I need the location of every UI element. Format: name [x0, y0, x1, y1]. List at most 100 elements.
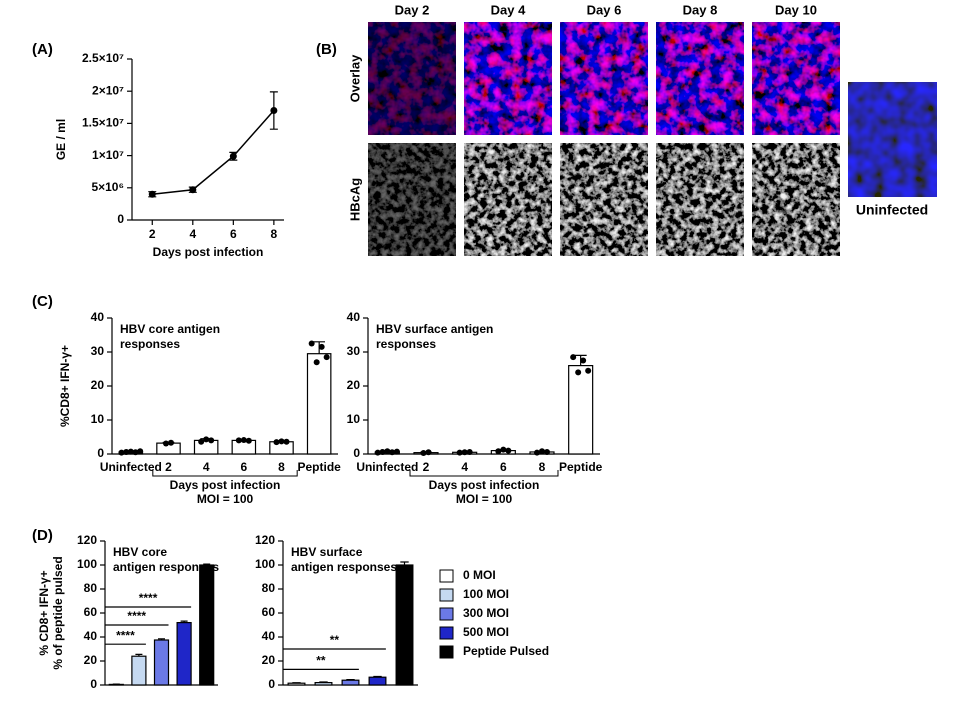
y-tick-label: 30: [347, 344, 361, 358]
data-point: [467, 449, 473, 455]
x-tick-label: 4: [461, 460, 468, 474]
bar: [342, 680, 359, 685]
y-tick-label: 10: [91, 412, 105, 426]
data-point: [575, 369, 581, 375]
chart-title: HBV surface: [291, 545, 363, 559]
data-point: [314, 359, 320, 365]
bar: [569, 366, 593, 454]
hbcag-image: [656, 143, 744, 256]
chart-title: responses: [376, 337, 436, 351]
y-tick-label: 1×10⁷: [92, 148, 124, 162]
x-tick-label: Peptide: [297, 460, 341, 474]
bracket: [410, 470, 558, 476]
bar: [288, 683, 305, 685]
uninfected-image: [848, 82, 937, 197]
x-tick-label: Peptide: [559, 460, 603, 474]
data-point: [208, 437, 214, 443]
legend-swatch: [440, 608, 453, 620]
overlay-image: [560, 22, 648, 135]
column-label: Day 8: [683, 2, 718, 17]
data-point: [246, 438, 252, 444]
x-axis-label: Days post infection: [429, 478, 540, 492]
overlay-image: [656, 22, 744, 135]
point: [149, 191, 156, 198]
point: [270, 107, 277, 114]
column-label: Day 6: [587, 2, 622, 17]
y-tick-label: 0: [353, 446, 360, 460]
panel-label: (B): [316, 41, 337, 58]
bracket: [153, 470, 297, 476]
x-tick-label: 4: [189, 227, 196, 241]
bar: [307, 354, 330, 454]
y-tick-label: 60: [84, 605, 98, 619]
y-tick-label: 120: [255, 533, 275, 547]
extra-label: Uninfected: [856, 202, 928, 218]
hbcag-image: [560, 143, 648, 256]
x-axis-label: Days post infection: [153, 245, 264, 259]
x-axis-label: Days post infection: [170, 478, 281, 492]
x-tick-label: 8: [539, 460, 546, 474]
column-label: Day 10: [775, 2, 817, 17]
y-tick-label: 60: [262, 605, 276, 619]
data-point: [319, 344, 325, 350]
legend-label: 0 MOI: [463, 568, 496, 582]
bar: [109, 684, 123, 685]
bar: [194, 440, 217, 454]
x-tick-label: 6: [230, 227, 237, 241]
y-tick-label: 10: [347, 412, 361, 426]
chart-title: HBV core antigen: [120, 322, 220, 336]
y-axis-label: GE / ml: [54, 119, 68, 160]
y-tick-label: 20: [91, 378, 105, 392]
y-tick-label: 20: [347, 378, 361, 392]
legend-swatch: [440, 627, 453, 639]
point: [189, 186, 196, 193]
legend-swatch: [440, 646, 453, 658]
hbcag-image: [368, 143, 456, 256]
data-point: [580, 358, 586, 364]
y-tick-label: 20: [84, 653, 98, 667]
y-tick-label: 0: [90, 677, 97, 691]
panel-label: (C): [32, 293, 53, 310]
y-tick-label: 0: [117, 212, 124, 226]
point: [230, 153, 237, 160]
bar: [177, 623, 191, 685]
x-tick-label: 2: [423, 460, 430, 474]
chart-title: antigen responses: [113, 560, 219, 574]
bar: [315, 683, 332, 685]
y-tick-label: 40: [262, 629, 276, 643]
y-tick-label: 20: [262, 653, 276, 667]
legend-swatch: [440, 589, 453, 601]
chart-title: responses: [120, 337, 180, 351]
data-point: [426, 449, 432, 455]
y-tick-label: 40: [84, 629, 98, 643]
x-tick-label: 6: [500, 460, 507, 474]
legend-swatch: [440, 570, 453, 582]
y-tick-label: 0: [97, 446, 104, 460]
legend-label: 100 MOI: [463, 587, 509, 601]
legend-label: Peptide Pulsed: [463, 644, 549, 658]
x-axis-note: MOI = 100: [456, 492, 513, 506]
y-tick-label: 80: [84, 581, 98, 595]
data-point: [585, 368, 591, 374]
y-tick-label: 0: [268, 677, 275, 691]
chart-title: HBV core: [113, 545, 167, 559]
overlay-image: [368, 22, 456, 135]
significance-label: **: [316, 654, 326, 668]
y-axis-label: %CD8+ IFN-γ+: [58, 345, 72, 427]
bar: [200, 565, 214, 685]
row-label: HBcAg: [347, 178, 362, 221]
bar: [132, 656, 146, 685]
line: [152, 111, 274, 195]
y-tick-label: 120: [77, 533, 97, 547]
y-tick-label: 5×10⁶: [91, 180, 124, 194]
significance-label: ****: [127, 609, 146, 623]
hbcag-image: [464, 143, 552, 256]
y-tick-label: 1.5×10⁷: [82, 116, 124, 130]
overlay-image: [464, 22, 552, 135]
y-tick-label: 2.5×10⁷: [82, 51, 124, 65]
data-point: [544, 449, 550, 455]
column-label: Day 4: [491, 2, 526, 17]
legend-label: 500 MOI: [463, 625, 509, 639]
bar: [369, 677, 386, 685]
